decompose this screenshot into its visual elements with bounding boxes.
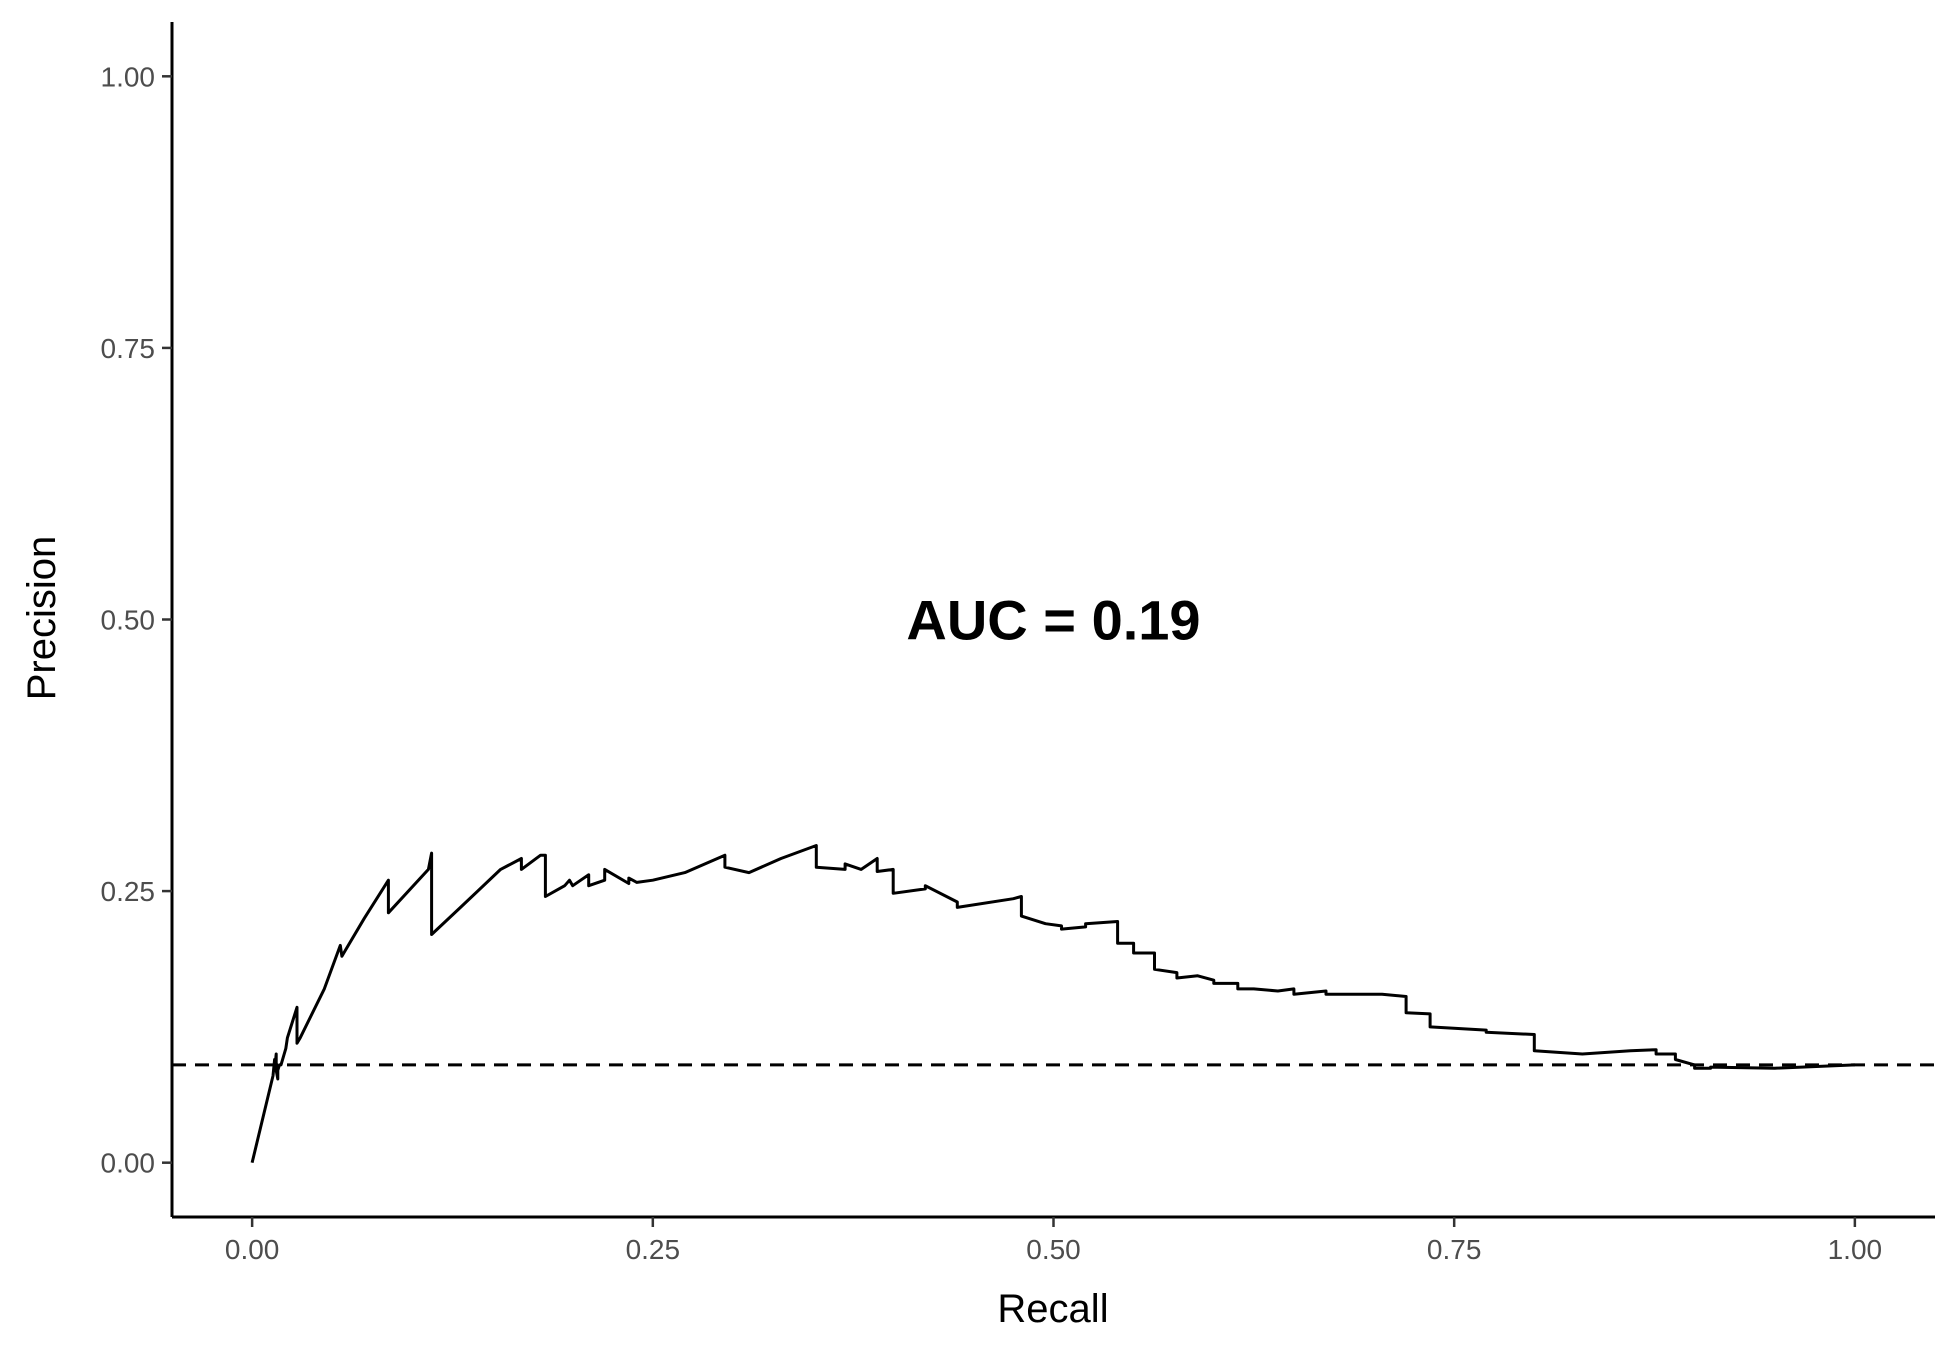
x-axis: 0.00 0.25 0.50 0.75 1.00 — [172, 1215, 1935, 1265]
x-tick-label: 0.00 — [225, 1234, 280, 1265]
x-tick-label: 0.25 — [626, 1234, 681, 1265]
y-axis: 0.00 0.25 0.50 0.75 1.00 — [101, 22, 174, 1217]
y-tick-label: 0.75 — [101, 333, 156, 364]
x-tick-label: 0.75 — [1427, 1234, 1482, 1265]
series-layer — [250, 844, 1855, 1164]
pr-curve-line — [250, 844, 1855, 1164]
y-axis-title: Precision — [20, 536, 64, 701]
y-tick-label: 0.25 — [101, 876, 156, 907]
y-tick-label: 0.50 — [101, 605, 156, 636]
auc-annotation: AUC = 0.19 — [906, 589, 1200, 652]
x-tick-label: 0.50 — [1026, 1234, 1081, 1265]
x-axis-title: Recall — [997, 1287, 1108, 1331]
y-tick-label: 1.00 — [101, 61, 156, 92]
y-tick-label: 0.00 — [101, 1148, 156, 1179]
x-tick-label: 1.00 — [1828, 1234, 1883, 1265]
